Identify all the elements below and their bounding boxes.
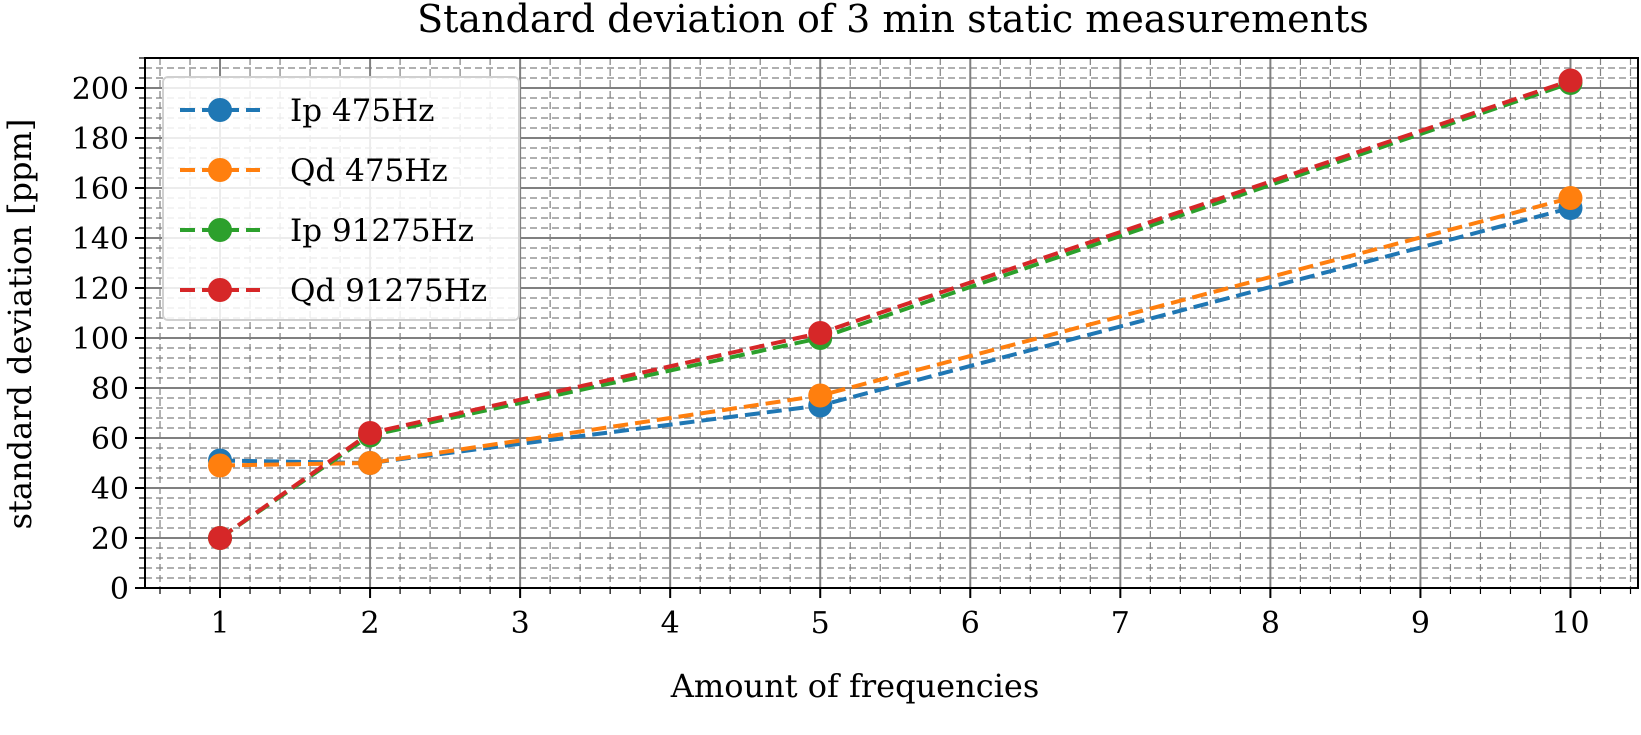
series-line xyxy=(219,196,1571,468)
x-tick-label: 4 xyxy=(661,606,680,641)
data-point xyxy=(358,451,383,475)
data-point xyxy=(208,453,233,478)
legend-label: Ip 475Hz xyxy=(290,93,434,129)
legend-marker xyxy=(208,218,232,242)
data-point xyxy=(808,383,833,408)
x-axis-label: Amount of frequencies xyxy=(670,667,1039,705)
x-tick-label: 1 xyxy=(210,606,229,641)
y-tick-label: 160 xyxy=(72,172,129,207)
legend: Ip 475Hz Qd 475Hz Ip 91275Hz Qd 91275Hz xyxy=(162,76,520,321)
y-tick-label: 100 xyxy=(72,322,129,357)
x-tick-label: 10 xyxy=(1551,606,1589,641)
y-tick-label: 20 xyxy=(91,522,129,557)
y-tick-label: 200 xyxy=(72,72,129,107)
x-tick-label: 7 xyxy=(1111,606,1130,641)
legend-label: Qd 91275Hz xyxy=(290,273,487,309)
x-tick-label: 2 xyxy=(361,606,380,641)
data-point xyxy=(358,421,383,445)
y-tick-label: 0 xyxy=(110,572,129,607)
data-point xyxy=(808,321,833,345)
y-tick-label: 140 xyxy=(72,222,129,257)
legend-label: Qd 475Hz xyxy=(290,153,448,189)
series-line xyxy=(219,206,1571,466)
legend-label: Ip 91275Hz xyxy=(290,213,474,249)
y-tick-label: 60 xyxy=(91,422,129,457)
y-tick-label: 180 xyxy=(72,122,129,157)
data-point xyxy=(1558,186,1583,210)
x-tick-label: 5 xyxy=(811,606,830,641)
x-tick-label: 3 xyxy=(511,606,530,641)
data-point xyxy=(1558,68,1583,93)
y-axis-label: standard deviation [ppm] xyxy=(1,119,39,530)
y-tick-label: 120 xyxy=(72,272,129,307)
series-markers xyxy=(208,68,1583,550)
plot-frame xyxy=(144,57,1639,589)
y-axis-ticks: 0 20 40 60 80 100 120 140 160 180 200 xyxy=(72,57,145,607)
x-tick-label: 8 xyxy=(1261,606,1280,641)
legend-marker xyxy=(208,158,232,182)
x-tick-label: 9 xyxy=(1411,606,1430,641)
legend-marker xyxy=(208,278,232,302)
series-lines xyxy=(218,78,1572,540)
legend-marker xyxy=(208,98,232,122)
legend-box xyxy=(162,76,520,321)
y-tick-label: 40 xyxy=(91,472,129,507)
chart-title: Standard deviation of 3 min static measu… xyxy=(417,0,1369,41)
x-tick-label: 6 xyxy=(961,606,980,641)
y-tick-label: 80 xyxy=(91,372,129,407)
series-line xyxy=(218,78,1572,540)
x-axis-ticks: 1 2 3 4 5 6 7 8 9 10 xyxy=(159,588,1632,641)
data-point xyxy=(208,526,233,550)
